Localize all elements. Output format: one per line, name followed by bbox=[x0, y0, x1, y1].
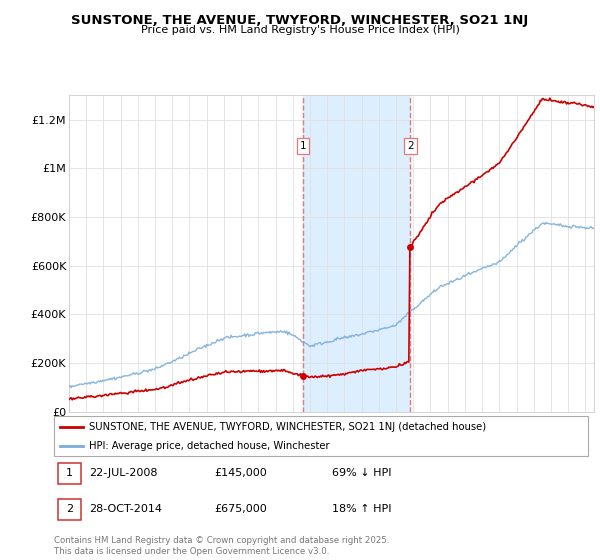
Text: Contains HM Land Registry data © Crown copyright and database right 2025.
This d: Contains HM Land Registry data © Crown c… bbox=[54, 536, 389, 556]
Text: SUNSTONE, THE AVENUE, TWYFORD, WINCHESTER, SO21 1NJ (detached house): SUNSTONE, THE AVENUE, TWYFORD, WINCHESTE… bbox=[89, 422, 486, 432]
FancyBboxPatch shape bbox=[58, 463, 80, 484]
Text: 1: 1 bbox=[299, 141, 306, 151]
Text: 18% ↑ HPI: 18% ↑ HPI bbox=[332, 505, 391, 515]
Text: 1: 1 bbox=[66, 468, 73, 478]
Text: 2: 2 bbox=[66, 505, 73, 515]
Text: 2: 2 bbox=[407, 141, 414, 151]
Text: SUNSTONE, THE AVENUE, TWYFORD, WINCHESTER, SO21 1NJ: SUNSTONE, THE AVENUE, TWYFORD, WINCHESTE… bbox=[71, 14, 529, 27]
Text: Price paid vs. HM Land Registry's House Price Index (HPI): Price paid vs. HM Land Registry's House … bbox=[140, 25, 460, 35]
FancyBboxPatch shape bbox=[58, 499, 80, 520]
Bar bbox=[303, 95, 410, 412]
Text: HPI: Average price, detached house, Winchester: HPI: Average price, detached house, Winc… bbox=[89, 441, 329, 450]
Text: 28-OCT-2014: 28-OCT-2014 bbox=[89, 505, 162, 515]
Text: £675,000: £675,000 bbox=[214, 505, 267, 515]
Text: 69% ↓ HPI: 69% ↓ HPI bbox=[332, 468, 391, 478]
Text: 22-JUL-2008: 22-JUL-2008 bbox=[89, 468, 157, 478]
Text: £145,000: £145,000 bbox=[214, 468, 267, 478]
